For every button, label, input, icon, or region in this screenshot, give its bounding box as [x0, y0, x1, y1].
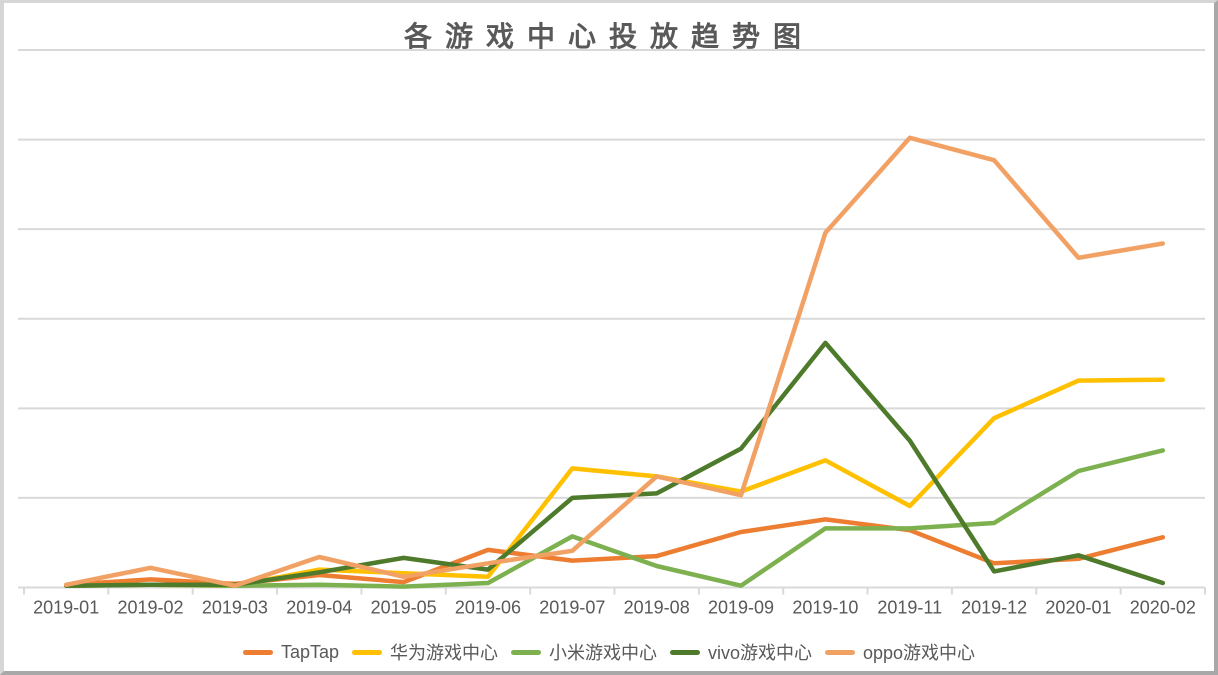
x-axis-label: 2019-10 [792, 598, 858, 618]
legend-item-oppo游戏中心: oppo游戏中心 [825, 639, 975, 665]
x-axis-label: 2019-06 [455, 598, 521, 618]
x-axis-label: 2020-01 [1045, 598, 1111, 618]
legend-item-vivo游戏中心: vivo游戏中心 [669, 639, 812, 665]
chart-title: 各游戏中心投放趋势图 [403, 21, 814, 52]
legend-line-swatch-icon [669, 649, 700, 655]
legend: TapTap 华为游戏中心 小米游戏中心 vivo游戏中心 oppo游戏中心 [4, 639, 1214, 665]
legend-item-小米游戏中心: 小米游戏中心 [510, 639, 657, 665]
x-axis-label: 2019-01 [33, 598, 99, 618]
x-axis-label: 2019-02 [118, 598, 184, 618]
x-axis-label: 2019-12 [961, 598, 1027, 618]
series-line-oppo游戏中心 [63, 135, 1166, 588]
legend-label: 小米游戏中心 [548, 643, 657, 663]
x-axis-label: 2020-02 [1130, 598, 1196, 618]
series-line-华为游戏中心 [63, 377, 1166, 588]
legend-item-TapTap: TapTap [242, 641, 339, 663]
legend-item-华为游戏中心: 华为游戏中心 [351, 639, 498, 665]
plot-area: 2019-01 2019-02 2019-03 2019-04 2019-05 2019-… [18, 49, 1206, 618]
legend-label: oppo游戏中心 [863, 643, 976, 663]
legend-label: TapTap [280, 641, 339, 662]
legend-label: 华为游戏中心 [389, 643, 498, 663]
x-axis-label: 2019-04 [286, 598, 352, 618]
x-axis-label: 2019-07 [539, 598, 605, 618]
x-axis-label: 2019-08 [624, 598, 690, 618]
x-axis-label: 2019-09 [708, 598, 774, 618]
legend-line-swatch-icon [351, 649, 382, 655]
legend-line-swatch-icon [510, 649, 541, 655]
series-line-小米游戏中心 [63, 448, 1166, 589]
legend-line-swatch-icon [825, 649, 855, 655]
x-axis-label: 2019-11 [877, 598, 942, 618]
legend-line-swatch-icon [242, 649, 273, 655]
legend-label: vivo游戏中心 [707, 643, 812, 663]
x-axis-label: 2019-05 [371, 598, 437, 618]
x-axis-label: 2019-03 [202, 598, 268, 618]
